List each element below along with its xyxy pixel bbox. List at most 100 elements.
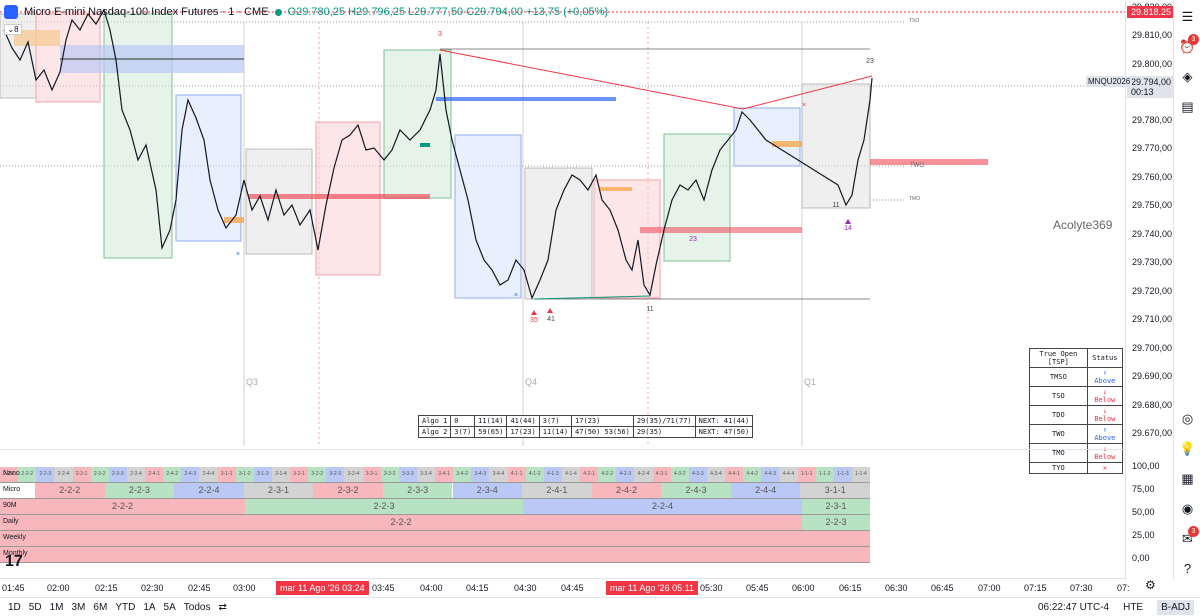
structure-cell: 3-1-2 [235, 467, 254, 482]
watchlist-icon[interactable]: ☰ [1181, 9, 1194, 24]
chat-icon[interactable]: ✉ [1182, 531, 1193, 546]
structure-cell: 2-4-4 [199, 467, 218, 482]
tmo-label: TMO [909, 196, 921, 202]
table-cell: 59(65) [474, 426, 508, 438]
chart-mark: Algo 1 0 11(14) 41(44) 3(7) 17(23) 29(35)/71(7… [417, 415, 754, 438]
author-watermark: Acolyte369 [1053, 218, 1113, 232]
table-row: TDO ↓ Below [1029, 405, 1124, 425]
time-label: 04:15 [466, 583, 489, 593]
structure-cell: 3-4-1 [435, 467, 454, 482]
target-icon[interactable]: ◎ [1181, 411, 1194, 426]
range-button-3m[interactable]: 3M [71, 601, 86, 613]
chart-header: Micro E-mini Nasdaq-100 Index Futures · … [0, 0, 1125, 24]
price-chart[interactable]: × × × [0, 0, 1125, 448]
table-cell: 3(7) [538, 415, 573, 427]
range-button-1a[interactable]: 1A [143, 601, 156, 613]
structure-cell: 4-3-4 [706, 467, 725, 482]
range-button-6m[interactable]: 6M [93, 601, 108, 613]
bar-label: 3 [438, 31, 442, 38]
range-button-5a[interactable]: 5A [163, 601, 176, 613]
time-axis[interactable]: 01:45 02:00 02:15 02:30 02:45 03:00 03:45 04:00… [0, 578, 1130, 596]
time-label: 03:45 [372, 583, 395, 593]
row-label: 90M [3, 502, 17, 509]
calendar-icon[interactable]: ▦ [1181, 471, 1194, 486]
crosshair-time-tag: mar 11 Ago '26 03:24 [276, 581, 369, 595]
lower-scale-label: 50,00 [1132, 507, 1155, 517]
table-cell: 41(44) [506, 415, 540, 427]
news-icon[interactable]: ▤ [1181, 99, 1194, 114]
market-status-icon [274, 8, 282, 16]
structure-cell: 4-1-3 [543, 467, 562, 482]
structure-cell: 2-3-4 [452, 483, 523, 498]
chart-mark [870, 159, 988, 165]
tradingview-logo-icon[interactable]: 17 [5, 553, 23, 570]
price-label: 29.760,00 [1132, 172, 1173, 182]
range-button-todos[interactable]: Todos [183, 601, 211, 613]
table-cell: 11(14) [474, 415, 508, 427]
row-label: Weekly [3, 534, 26, 541]
chart-mark [547, 308, 553, 313]
range-button-1d[interactable]: 1D [8, 601, 21, 613]
chart-mark [600, 187, 632, 191]
settings-gear-icon[interactable]: ⚙ [1145, 578, 1156, 592]
time-label: 04:00 [420, 583, 443, 593]
time-label: 06:00 [792, 583, 815, 593]
help-icon[interactable]: ? [1183, 561, 1192, 576]
notification-badge: 3 [1188, 34, 1199, 45]
structure-panel: 2-2-1 2-2-2 2-2-3 2-2-4 2-3-1 2-3-2 2-3-3 2-3-4… [0, 449, 1125, 578]
structure-band [0, 531, 870, 546]
price-axis[interactable]: 29.820,0029.810,0029.800,0029.780,0029.7… [1125, 0, 1176, 580]
chart-mark [454, 134, 522, 299]
bar-countdown: 00:13 [1131, 87, 1154, 97]
structure-cell: 4-4-1 [725, 467, 744, 482]
adjustment-button[interactable]: B-ADJ [1157, 599, 1194, 615]
time-label: 04:30 [514, 583, 537, 593]
collapse-legend-button[interactable]: ⌄8 [4, 24, 22, 35]
time-label: 06:15 [839, 583, 862, 593]
quarter-label: Q3 [246, 377, 259, 387]
table-row: TSO ↓ Below [1029, 386, 1124, 406]
chart-mark [531, 310, 537, 315]
price-label: 29.670,00 [1132, 428, 1173, 438]
chart-mark: True Open [TSP] Status [1029, 348, 1124, 368]
range-button-ytd[interactable]: YTD [115, 601, 136, 613]
structure-cell: 4-1-4 [561, 467, 580, 482]
row-divider [0, 482, 870, 483]
open-name: TMSO [1029, 367, 1088, 387]
structure-cell: 2-2-4 [174, 483, 244, 498]
price-label: 29.810,00 [1132, 30, 1173, 40]
structure-cell: 4-4-2 [743, 467, 762, 482]
chart-mark [593, 179, 661, 299]
table-cell: Algo 1 [417, 415, 452, 427]
ideas-icon[interactable]: 💡 [1179, 441, 1196, 456]
table-cell: Algo 2 [417, 426, 452, 438]
structure-cell: 3-2-4 [344, 467, 363, 482]
price-label: 29.690,00 [1132, 371, 1173, 381]
range-button-1m[interactable]: 1M [49, 601, 64, 613]
structure-cell: 2-3-1 [72, 467, 91, 482]
structure-cell: 2-2-3 [245, 499, 523, 514]
chart-mark [383, 49, 452, 199]
row-label: Monthly [3, 550, 28, 557]
symbol-title[interactable]: Micro E-mini Nasdaq-100 Index Futures · … [24, 6, 269, 18]
row-label: Micro [3, 486, 21, 493]
quarter-label: Q4 [525, 377, 538, 387]
structure-cell: 3-1-1 [217, 467, 236, 482]
structure-cell: 2-4-3 [181, 467, 200, 482]
range-button-5d[interactable]: 5D [28, 601, 42, 613]
date-range-icon[interactable]: ⇄ [218, 601, 227, 613]
chart-mark: × [802, 102, 806, 109]
structure-cell: 4-2-4 [634, 467, 653, 482]
structure-cell: 2-2-2 [35, 483, 105, 498]
open-status: ↓ Below [1086, 386, 1124, 406]
structure-cell: 3-3-4 [416, 467, 435, 482]
symbol-logo-icon[interactable] [4, 5, 18, 19]
layers-icon[interactable]: ◈ [1182, 69, 1193, 84]
time-label: 02:45 [188, 583, 211, 593]
true-open-table: True Open [TSP] Status TMSO ↑ Above TSO ↓ Be… [1029, 348, 1124, 474]
session-button[interactable]: HTE [1123, 601, 1144, 613]
top-price-tag: 29.818,25 [1127, 6, 1176, 18]
time-label: 06:30 [885, 583, 908, 593]
broadcast-icon[interactable]: ◉ [1181, 501, 1194, 516]
chart-mark [224, 217, 244, 223]
